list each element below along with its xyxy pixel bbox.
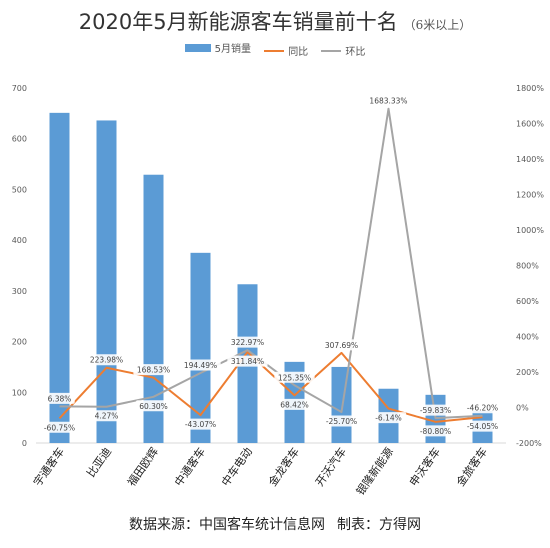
legend-item-sales: 5月销量 (184, 40, 251, 55)
data-label-yoy-bg (133, 364, 174, 376)
legend-swatch-sales (184, 43, 211, 52)
chart-footer: 数据来源：中国客车统计信息网 制表：方得网 (0, 514, 550, 534)
data-label-yoy-bg (180, 418, 221, 430)
x-tick-label: 开沃汽车 (312, 445, 349, 489)
data-label-yoy: -60.75% (44, 423, 75, 432)
x-tick-label: 申沃客车 (406, 445, 443, 489)
data-label-yoy: -80.80% (420, 427, 451, 436)
data-label-mom-bg (274, 371, 315, 383)
data-label-mom-bg (415, 404, 456, 416)
data-label-mom: -46.20% (467, 404, 498, 413)
data-label-yoy-bg (462, 420, 503, 432)
data-label-mom-bg (321, 415, 362, 427)
chart-maker-note: 制表：方得网 (337, 517, 421, 533)
y-left-tick-label: 100 (12, 388, 27, 397)
chart-title-area: 2020年5月新能源客车销量前十名 （6米以上） (0, 6, 550, 36)
data-label-mom: 4.27% (95, 412, 119, 421)
data-label-yoy: -54.05% (467, 422, 498, 431)
y-left-tick-label: 300 (12, 287, 27, 296)
data-label-mom-bg (44, 392, 75, 404)
x-tick-label: 银隆新能源 (353, 445, 396, 498)
data-label-mom: 6.38% (48, 394, 72, 403)
line-yoy (58, 351, 483, 423)
y-right-tick-label: 200% (516, 368, 539, 377)
data-label-yoy-bg (415, 425, 456, 437)
data-label-yoy: 68.42% (280, 400, 309, 409)
data-label-mom: 125.35% (278, 373, 311, 382)
legend-item-mom: 环比 (321, 43, 365, 58)
data-label-mom-bg (135, 400, 172, 412)
data-label-yoy: 307.69% (325, 341, 358, 350)
y-left-tick-label: 700 (12, 84, 27, 93)
y-left-tick-label: 0 (22, 439, 27, 448)
bar-sales (49, 112, 70, 443)
x-tick-label: 中通客车 (171, 445, 208, 489)
data-label-yoy: 311.84% (231, 357, 264, 366)
legend-swatch-mom (321, 49, 342, 52)
y-right-tick-label: 1800% (516, 84, 544, 93)
line-mom (59, 107, 483, 420)
data-label-yoy: -6.14% (375, 414, 402, 423)
data-label-yoy: -43.07% (185, 420, 216, 429)
x-tick-label: 中车电动 (218, 445, 255, 489)
y-right-tick-label: 1600% (516, 120, 544, 129)
bar-sales (331, 366, 352, 443)
bar-sales (96, 120, 117, 443)
data-label-yoy-bg (276, 398, 313, 410)
x-tick-label: 宇通客车 (30, 445, 67, 489)
y-left-tick-label: 200 (12, 338, 27, 347)
data-label-yoy: 223.98% (90, 356, 123, 365)
data-label-mom-bg (365, 95, 412, 107)
data-label-yoy-bg (227, 355, 268, 367)
y-right-tick-label: 400% (516, 333, 539, 342)
y-right-tick-label: 1400% (516, 155, 544, 164)
y-right-tick-label: 0% (516, 404, 529, 413)
data-label-mom-bg (180, 359, 221, 371)
y-left-tick-label: 600 (12, 135, 27, 144)
y-left-tick-label: 500 (12, 185, 27, 194)
data-label-mom: 322.97% (231, 338, 264, 347)
legend-swatch-yoy (264, 49, 285, 52)
x-tick-label: 福田欧辉 (124, 445, 161, 489)
y-right-tick-label: 1200% (516, 191, 544, 200)
y-right-tick-label: 800% (516, 262, 539, 271)
x-tick-label: 比亚迪 (84, 445, 114, 479)
x-tick-label: 金旅客车 (453, 445, 490, 489)
chart-subtitle: （6米以上） (403, 18, 472, 32)
data-label-mom: -25.70% (326, 417, 357, 426)
data-label-mom: 60.30% (139, 402, 168, 411)
data-label-yoy-bg (39, 421, 80, 433)
legend-label-mom: 环比 (345, 47, 366, 58)
data-label-mom: -59.83% (420, 406, 451, 415)
legend-label-sales: 5月销量 (214, 44, 251, 55)
legend-item-yoy: 同比 (264, 43, 308, 58)
legend-label-yoy: 同比 (288, 47, 309, 58)
y-right-tick-label: -200% (516, 439, 542, 448)
data-label-yoy: 168.53% (137, 366, 170, 375)
bar-sales (190, 252, 211, 443)
data-label-mom-bg (462, 402, 503, 414)
chart-title: 2020年5月新能源客车销量前十名 (78, 10, 398, 34)
data-label-mom: 194.49% (184, 361, 217, 370)
data-label-mom-bg (91, 410, 122, 422)
data-source-note: 数据来源：中国客车统计信息网 (129, 517, 325, 533)
data-label-yoy-bg (86, 354, 127, 366)
y-right-tick-label: 1000% (516, 226, 544, 235)
y-left-tick-label: 400 (12, 236, 27, 245)
data-label-mom: 1683.33% (369, 97, 407, 106)
y-right-tick-label: 600% (516, 297, 539, 306)
data-label-mom-bg (227, 336, 268, 348)
data-label-yoy-bg (321, 339, 362, 351)
data-label-yoy-bg (370, 412, 407, 424)
x-tick-label: 金龙客车 (265, 445, 302, 489)
chart-legend: 5月销量 同比 环比 (0, 40, 550, 58)
